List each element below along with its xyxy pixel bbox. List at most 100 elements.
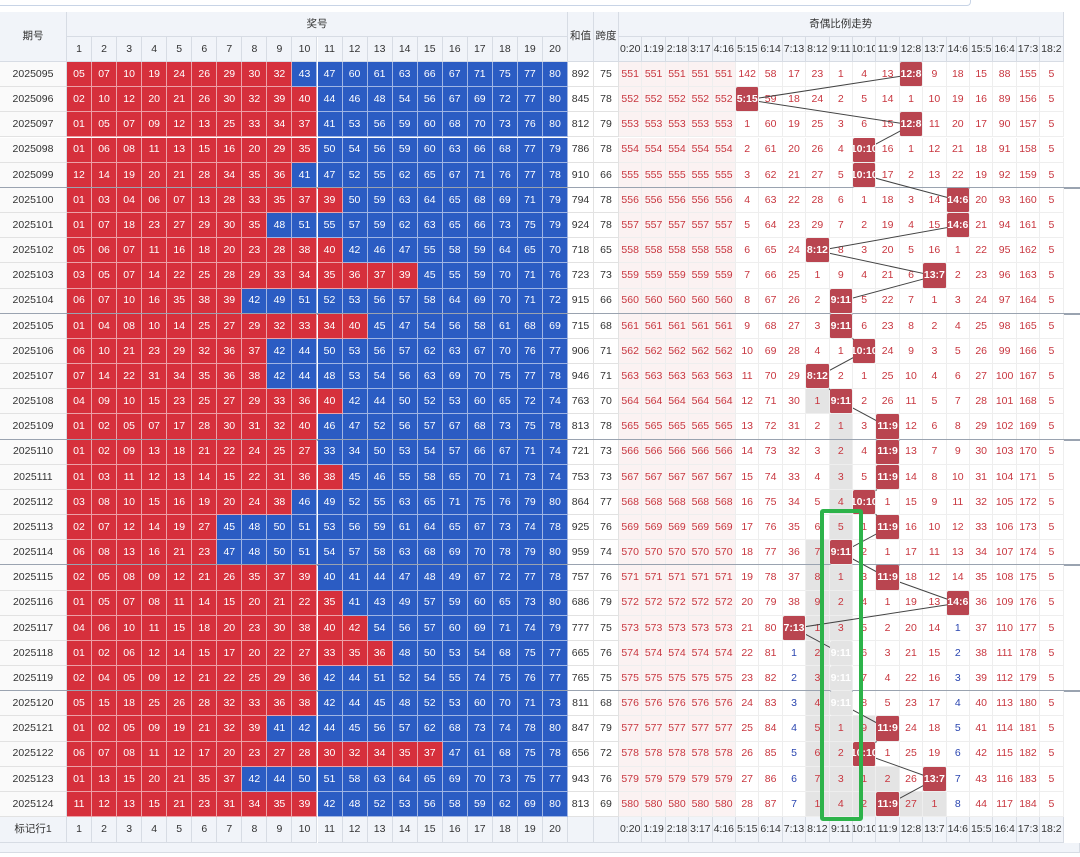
number-column-header[interactable]: 1 bbox=[67, 37, 93, 62]
ratio-column-header[interactable]: 15:5 bbox=[970, 37, 994, 62]
issue-number[interactable]: 2025110 bbox=[0, 439, 67, 465]
number-column-header[interactable]: 9 bbox=[267, 37, 293, 62]
issue-number[interactable]: 2025124 bbox=[0, 791, 67, 818]
issue-number[interactable]: 2025119 bbox=[0, 666, 67, 692]
ratio-column-header[interactable]: 7:13 bbox=[782, 37, 807, 62]
omission-count: 73 bbox=[759, 439, 783, 465]
number-column-header[interactable]: 18 bbox=[492, 37, 518, 62]
number-column-header[interactable]: 5 bbox=[167, 37, 193, 62]
issue-number[interactable]: 2025120 bbox=[0, 691, 67, 717]
issue-number[interactable]: 2025115 bbox=[0, 565, 67, 591]
drawn-number-ball: 22 bbox=[167, 263, 193, 289]
number-column-header[interactable]: 8 bbox=[242, 37, 268, 62]
omission-count: 568 bbox=[689, 489, 713, 516]
number-column-header[interactable]: 19 bbox=[517, 37, 543, 62]
ratio-column-header[interactable]: 17:3 bbox=[1016, 37, 1041, 62]
issue-number[interactable]: 2025097 bbox=[0, 112, 67, 138]
issue-number[interactable]: 2025123 bbox=[0, 766, 67, 792]
span-column-header[interactable]: 跨度 bbox=[594, 12, 619, 62]
number-column-header[interactable]: 7 bbox=[217, 37, 243, 62]
ratio-column-header[interactable]: 1:19 bbox=[642, 37, 666, 62]
issue-number[interactable]: 2025103 bbox=[0, 263, 67, 289]
ratio-column-header[interactable]: 14:6 bbox=[946, 37, 970, 62]
number-column-header[interactable]: 2 bbox=[92, 37, 118, 62]
drawn-number-ball: 48 bbox=[242, 515, 268, 541]
ratio-column-header[interactable]: 8:12 bbox=[806, 37, 830, 62]
number-column-header[interactable]: 3 bbox=[117, 37, 143, 62]
ratio-column-header[interactable]: 3:17 bbox=[689, 37, 713, 62]
issue-number[interactable]: 2025118 bbox=[0, 640, 67, 667]
issue-number[interactable]: 2025104 bbox=[0, 288, 67, 314]
sum-column-header[interactable]: 和值 bbox=[568, 12, 594, 62]
drawn-number-ball: 56 bbox=[367, 112, 393, 138]
omission-count: 560 bbox=[619, 288, 643, 314]
drawn-number-ball: 70 bbox=[467, 766, 493, 792]
issue-number[interactable]: 2025109 bbox=[0, 414, 67, 440]
number-column-header[interactable]: 20 bbox=[542, 37, 568, 62]
drawn-number-ball: 58 bbox=[417, 288, 443, 314]
number-column-header[interactable]: 10 bbox=[292, 37, 318, 62]
number-column-header[interactable]: 16 bbox=[442, 37, 468, 62]
issue-number[interactable]: 2025096 bbox=[0, 87, 67, 113]
ratio-column-header[interactable]: 4:16 bbox=[712, 37, 736, 62]
issue-number[interactable]: 2025112 bbox=[0, 489, 67, 516]
ratio-column-header[interactable]: 2:18 bbox=[665, 37, 690, 62]
omission-count: 159 bbox=[1016, 162, 1041, 188]
issue-number[interactable]: 2025107 bbox=[0, 364, 67, 390]
span-value: 79 bbox=[594, 716, 619, 742]
number-column-header[interactable]: 11 bbox=[317, 37, 343, 62]
number-column-header[interactable]: 6 bbox=[192, 37, 218, 62]
drawn-number-ball: 27 bbox=[292, 640, 318, 667]
issue-number[interactable]: 2025102 bbox=[0, 238, 67, 264]
number-column-header[interactable]: 14 bbox=[392, 37, 418, 62]
issue-number[interactable]: 2025098 bbox=[0, 137, 67, 163]
issue-number[interactable]: 2025121 bbox=[0, 716, 67, 742]
footer-number-label: 19 bbox=[517, 817, 543, 844]
footer-number-label: 10 bbox=[292, 817, 318, 844]
number-column-header[interactable]: 17 bbox=[467, 37, 493, 62]
omission-count: 6 bbox=[782, 766, 807, 792]
ratio-hit-marker: 10:10 bbox=[853, 137, 877, 163]
ratio-column-header[interactable]: 12:8 bbox=[899, 37, 924, 62]
omission-count: 5 bbox=[1040, 640, 1064, 667]
drawn-number-ball: 74 bbox=[542, 439, 568, 465]
ratio-column-header[interactable]: 5:15 bbox=[736, 37, 760, 62]
number-column-header[interactable]: 13 bbox=[367, 37, 393, 62]
omission-count: 552 bbox=[665, 87, 690, 113]
issue-number[interactable]: 2025116 bbox=[0, 590, 67, 616]
ratio-column-header[interactable]: 9:11 bbox=[829, 37, 853, 62]
drawn-number-ball: 68 bbox=[492, 741, 518, 767]
drawn-number-ball: 47 bbox=[317, 162, 343, 188]
issue-number[interactable]: 2025114 bbox=[0, 540, 67, 566]
drawn-number-ball: 75 bbox=[517, 640, 543, 667]
number-column-header[interactable]: 4 bbox=[142, 37, 168, 62]
number-column-header[interactable]: 15 bbox=[417, 37, 443, 62]
ratio-column-header[interactable]: 16:4 bbox=[993, 37, 1017, 62]
issue-number[interactable]: 2025095 bbox=[0, 62, 67, 88]
omission-count: 578 bbox=[619, 741, 643, 767]
issue-number[interactable]: 2025106 bbox=[0, 338, 67, 365]
ratio-column-header[interactable]: 0:20 bbox=[619, 37, 643, 62]
omission-count: 4 bbox=[946, 313, 970, 339]
drawn-number-ball: 70 bbox=[467, 540, 493, 566]
ratio-column-header[interactable]: 13:7 bbox=[923, 37, 947, 62]
issue-number[interactable]: 2025113 bbox=[0, 515, 67, 541]
ratio-column-header[interactable]: 18:2 bbox=[1040, 37, 1064, 62]
issue-number[interactable]: 2025122 bbox=[0, 741, 67, 767]
issue-number[interactable]: 2025101 bbox=[0, 213, 67, 239]
issue-number[interactable]: 2025100 bbox=[0, 187, 67, 213]
issue-column-header[interactable]: 期号 bbox=[0, 12, 67, 62]
ratio-column-header[interactable]: 10:10 bbox=[853, 37, 877, 62]
ratio-column-header[interactable]: 11:9 bbox=[876, 37, 900, 62]
issue-number[interactable]: 2025117 bbox=[0, 615, 67, 641]
number-column-header[interactable]: 12 bbox=[342, 37, 368, 62]
omission-count: 574 bbox=[712, 640, 736, 667]
issue-number[interactable]: 2025108 bbox=[0, 389, 67, 415]
ratio-column-header[interactable]: 6:14 bbox=[759, 37, 783, 62]
issue-number[interactable]: 2025105 bbox=[0, 313, 67, 339]
issue-number[interactable]: 2025099 bbox=[0, 162, 67, 188]
omission-count: 12 bbox=[899, 414, 924, 440]
drawn-number-ball: 78 bbox=[542, 741, 568, 767]
issue-number[interactable]: 2025111 bbox=[0, 464, 67, 490]
ratio-hit-marker: 11:9 bbox=[876, 515, 900, 541]
